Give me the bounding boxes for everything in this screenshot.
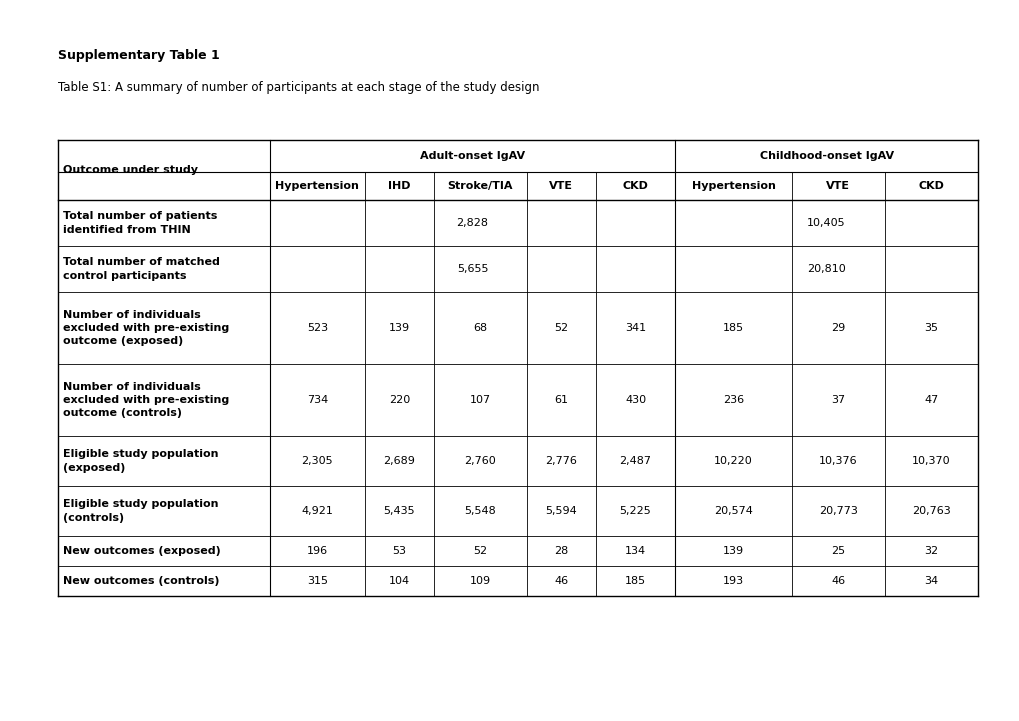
Text: Number of individuals
excluded with pre-existing
outcome (exposed): Number of individuals excluded with pre-… [63, 310, 229, 346]
Text: 28: 28 [553, 546, 568, 556]
Text: 10,376: 10,376 [818, 456, 857, 466]
Text: 35: 35 [923, 323, 937, 333]
Text: 20,810: 20,810 [806, 264, 845, 274]
Text: 196: 196 [307, 546, 328, 556]
Text: 10,405: 10,405 [806, 218, 845, 228]
Text: Table S1: A summary of number of participants at each stage of the study design: Table S1: A summary of number of partici… [58, 81, 539, 94]
Text: 2,305: 2,305 [302, 456, 333, 466]
Text: Stroke/TIA: Stroke/TIA [447, 181, 513, 191]
Text: 193: 193 [722, 576, 743, 586]
Text: 236: 236 [722, 395, 743, 405]
Text: IHD: IHD [388, 181, 411, 191]
Text: Total number of patients
identified from THIN: Total number of patients identified from… [63, 211, 217, 234]
Text: Outcome under study: Outcome under study [63, 165, 198, 175]
Text: 315: 315 [307, 576, 327, 586]
Text: 4,921: 4,921 [302, 506, 333, 516]
Text: Number of individuals
excluded with pre-existing
outcome (controls): Number of individuals excluded with pre-… [63, 382, 229, 418]
Text: 2,760: 2,760 [464, 456, 496, 466]
Text: 2,487: 2,487 [619, 456, 651, 466]
Text: 20,773: 20,773 [818, 506, 857, 516]
Text: 220: 220 [388, 395, 410, 405]
Text: 5,594: 5,594 [545, 506, 577, 516]
Text: 139: 139 [722, 546, 743, 556]
Text: 29: 29 [830, 323, 845, 333]
Text: Eligible study population
(controls): Eligible study population (controls) [63, 500, 218, 523]
Text: VTE: VTE [825, 181, 850, 191]
Text: CKD: CKD [622, 181, 648, 191]
Text: 430: 430 [625, 395, 645, 405]
Text: 25: 25 [830, 546, 845, 556]
Text: Childhood-onset IgAV: Childhood-onset IgAV [759, 151, 893, 161]
Text: 107: 107 [470, 395, 490, 405]
Text: 734: 734 [307, 395, 328, 405]
Text: 139: 139 [388, 323, 410, 333]
Text: Eligible study population
(exposed): Eligible study population (exposed) [63, 449, 218, 472]
Text: 47: 47 [923, 395, 937, 405]
Text: Supplementary Table 1: Supplementary Table 1 [58, 48, 219, 61]
Text: 185: 185 [625, 576, 645, 586]
Text: 20,763: 20,763 [911, 506, 950, 516]
Text: 2,776: 2,776 [545, 456, 577, 466]
Text: New outcomes (exposed): New outcomes (exposed) [63, 546, 220, 556]
Text: 185: 185 [722, 323, 743, 333]
Text: 37: 37 [830, 395, 845, 405]
Text: 10,370: 10,370 [911, 456, 950, 466]
Text: 5,548: 5,548 [464, 506, 496, 516]
Text: Total number of matched
control participants: Total number of matched control particip… [63, 257, 220, 280]
Text: 68: 68 [473, 323, 487, 333]
Text: 5,225: 5,225 [619, 506, 651, 516]
Text: Hypertension: Hypertension [691, 181, 774, 191]
Text: 46: 46 [553, 576, 568, 586]
Text: 46: 46 [830, 576, 845, 586]
Text: Adult-onset IgAV: Adult-onset IgAV [420, 151, 525, 161]
Text: Hypertension: Hypertension [275, 181, 359, 191]
Text: 5,435: 5,435 [383, 506, 415, 516]
Text: 109: 109 [470, 576, 490, 586]
Text: 134: 134 [625, 546, 645, 556]
Text: 34: 34 [923, 576, 937, 586]
Text: 52: 52 [553, 323, 568, 333]
Text: 2,689: 2,689 [383, 456, 415, 466]
Text: VTE: VTE [549, 181, 573, 191]
Text: 10,220: 10,220 [713, 456, 752, 466]
Text: 104: 104 [388, 576, 410, 586]
Text: 53: 53 [392, 546, 406, 556]
Text: 32: 32 [923, 546, 937, 556]
Text: 61: 61 [554, 395, 568, 405]
Text: CKD: CKD [917, 181, 944, 191]
Text: 52: 52 [473, 546, 487, 556]
Text: 523: 523 [307, 323, 328, 333]
Text: 5,655: 5,655 [457, 264, 488, 274]
Text: 20,574: 20,574 [713, 506, 752, 516]
Text: 341: 341 [625, 323, 645, 333]
Text: New outcomes (controls): New outcomes (controls) [63, 576, 219, 586]
Text: 2,828: 2,828 [457, 218, 488, 228]
